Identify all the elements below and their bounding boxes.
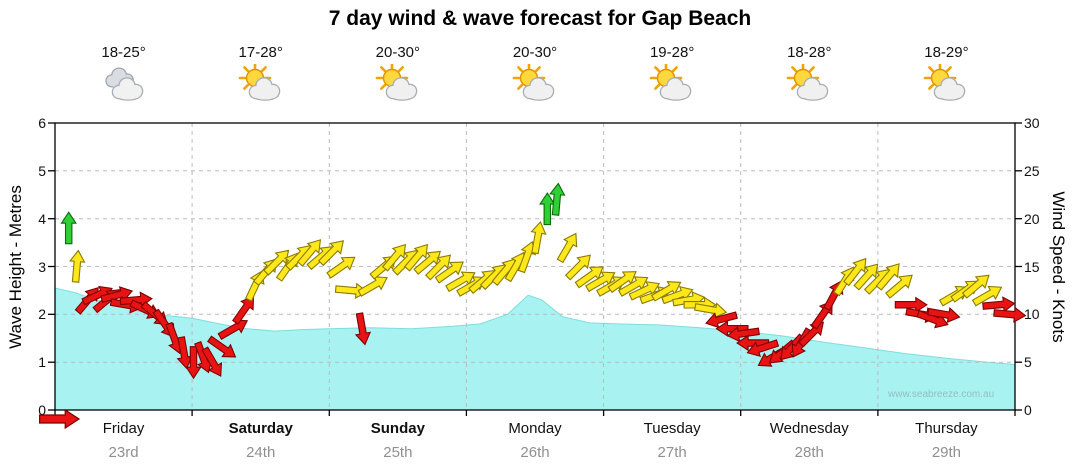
weather-icon-slot: [101, 64, 147, 104]
wind-arrow: [993, 306, 1027, 323]
wind-arrow: [961, 274, 990, 299]
wind-arrow: [434, 261, 464, 284]
wind-arrow: [413, 250, 442, 275]
partly-sunny-icon: [512, 61, 555, 101]
day-date: 27th: [657, 444, 687, 461]
wind-arrow: [381, 243, 407, 272]
weather-icon-slot: [512, 61, 558, 104]
wind-arrow: [232, 295, 255, 325]
partly-sunny-icon: [238, 61, 281, 101]
day-temp: 20-30°: [375, 44, 421, 61]
day-temp: 20-30°: [512, 44, 558, 61]
wind-arrow: [885, 274, 913, 299]
forecast-plot-svg: [39, 122, 1027, 430]
wind-axis-tick: 5: [1024, 354, 1032, 371]
wind-axis-tick: 0: [1024, 402, 1032, 418]
wave-axis-tick: 5: [38, 162, 46, 179]
wind-arrow: [403, 243, 429, 272]
wind-axis-tick: 10: [1024, 306, 1040, 323]
day-name: Friday: [102, 420, 145, 437]
wind-arrow: [843, 257, 867, 287]
day-temp: 18-29°: [924, 44, 969, 61]
cloudy-icon: [104, 67, 143, 101]
day-date: 25th: [383, 444, 413, 461]
wind-axis-tick: 25: [1024, 162, 1040, 179]
wave-axis-tick: 1: [38, 354, 46, 371]
wind-arrow: [207, 335, 237, 358]
weather-icon-slot: [375, 61, 421, 104]
day-name: Sunday: [370, 420, 425, 437]
day-date: 26th: [520, 444, 550, 461]
wave-axis-tick: 3: [38, 258, 46, 275]
wind-arrow: [334, 282, 369, 299]
partly-sunny-icon: [649, 61, 692, 101]
wind-arrow: [296, 239, 322, 267]
watermark: www.seabreeze.com.au: [888, 389, 995, 400]
wind-arrow: [317, 240, 345, 267]
weather-icon-slot: [923, 61, 969, 104]
wind-arrow: [564, 254, 591, 281]
wind-arrow: [556, 232, 578, 264]
wind-arrow: [853, 263, 879, 291]
wind-arrow: [549, 182, 566, 216]
day-date: 23rd: [108, 444, 139, 461]
wind-arrow: [530, 221, 547, 255]
weather-icon-slot: [238, 61, 284, 104]
day-temp: 18-25°: [101, 44, 146, 61]
weather-icon-slot: [649, 61, 695, 104]
wind-axis-tick: 20: [1024, 210, 1040, 227]
wave-axis-tick: 6: [38, 115, 46, 131]
day-name: Saturday: [228, 420, 293, 437]
day-date: 24th: [246, 444, 276, 461]
wind-arrow: [705, 311, 738, 329]
day-temp: 19-28°: [649, 44, 695, 61]
day-temp: 18-28°: [787, 44, 832, 61]
chart-title: 7 day wind & wave forecast for Gap Beach: [328, 7, 752, 30]
wind-arrow: [354, 312, 372, 346]
wind-arrow: [971, 285, 1003, 307]
day-name: Tuesday: [643, 420, 701, 437]
wind-arrow: [746, 339, 780, 357]
wind-arrow: [201, 346, 223, 377]
wind-arrow: [927, 306, 961, 324]
day-date: 29th: [931, 444, 962, 461]
origin-wind-arrow: [39, 408, 81, 430]
wind-arrow: [517, 240, 537, 274]
wind-arrow: [69, 249, 86, 283]
wind-arrow: [875, 263, 900, 291]
day-date: 28th: [794, 444, 824, 461]
wind-arrow: [60, 211, 77, 245]
day-name: Thursday: [915, 420, 978, 437]
weather-icon-slot: [786, 61, 832, 104]
wind-arrow: [424, 254, 452, 281]
wind-arrow: [185, 346, 202, 380]
wind-arrow: [326, 256, 356, 279]
wind-axis-tick: 15: [1024, 258, 1040, 275]
plot-area: [35, 115, 1035, 430]
wind-arrow: [726, 325, 760, 343]
wind-arrow: [263, 249, 290, 276]
wind-axis-tick: 30: [1024, 115, 1040, 131]
day-temp: 17-28°: [238, 44, 283, 61]
day-name: Wednesday: [769, 420, 849, 437]
wave-axis-tick: 0: [38, 402, 46, 418]
partly-sunny-icon: [924, 61, 966, 101]
day-name: Monday: [508, 420, 562, 437]
wave-axis-tick: 2: [38, 306, 46, 323]
partly-sunny-icon: [786, 61, 829, 101]
partly-sunny-icon: [375, 61, 418, 101]
wave-axis-tick: 4: [38, 210, 46, 227]
